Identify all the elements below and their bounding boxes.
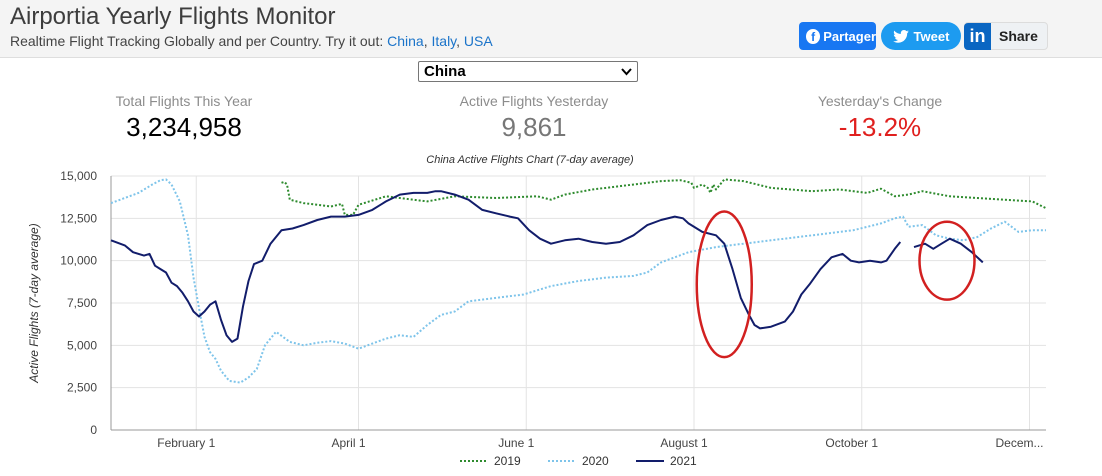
series-line-2020 — [110, 178, 1046, 384]
chart-title: China Active Flights Chart (7-day averag… — [426, 154, 634, 166]
series-line-2019 — [281, 178, 1047, 216]
header-bar: Airportia Yearly Flights Monitor Realtim… — [0, 0, 1102, 58]
x-tick-label: Decem... — [995, 436, 1043, 450]
y-tick-label: 0 — [90, 423, 97, 437]
x-tick-label: April 1 — [331, 436, 365, 450]
x-tick-label: August 1 — [660, 436, 708, 450]
chevron-down-icon — [621, 68, 632, 76]
series-line-2021 — [110, 190, 902, 343]
link-china[interactable]: China — [387, 33, 424, 49]
y-tick-label: 7,500 — [67, 296, 97, 310]
legend-label-2019: 2019 — [494, 454, 521, 468]
series-line-2021 — [913, 237, 984, 264]
x-tick-label: October 1 — [825, 436, 878, 450]
y-tick-label: 2,500 — [67, 381, 97, 395]
linkedin-icon: in — [964, 22, 991, 50]
highlight-ellipse-1 — [695, 210, 753, 359]
linkedin-share-label: Share — [999, 28, 1038, 44]
y-tick-label: 15,000 — [60, 169, 97, 183]
facebook-share-label: Partager — [823, 28, 876, 44]
stat-value-total-flights: 3,234,958 — [126, 112, 242, 142]
legend-label-2021: 2021 — [670, 454, 697, 468]
stat-label-active-yesterday: Active Flights Yesterday — [459, 93, 609, 109]
link-usa[interactable]: USA — [463, 33, 493, 49]
country-select-value: China — [424, 63, 466, 80]
stat-label-yesterday-change: Yesterday's Change — [817, 93, 943, 109]
facebook-share-button[interactable]: f Partager — [799, 22, 876, 50]
stat-value-yesterday-change: -13.2% — [838, 112, 922, 142]
tweet-label: Tweet — [913, 28, 950, 44]
x-tick-label: February 1 — [157, 436, 215, 450]
y-axis-title: Active Flights (7-day average) — [27, 223, 41, 383]
twitter-icon — [892, 29, 909, 43]
facebook-icon: f — [806, 28, 821, 44]
tweet-button[interactable]: Tweet — [881, 22, 961, 50]
subtitle-text: Realtime Flight Tracking Globally and pe… — [10, 33, 388, 49]
y-tick-label: 12,500 — [60, 211, 97, 225]
y-tick-label: 10,000 — [60, 254, 97, 268]
link-italy[interactable]: Italy — [431, 33, 457, 49]
link-separator: , — [423, 33, 432, 49]
linkedin-share-button[interactable]: in Share — [964, 22, 1048, 50]
country-select[interactable]: China — [418, 61, 638, 82]
link-separator: , — [456, 33, 464, 49]
subtitle: Realtime Flight Tracking Globally and pe… — [10, 33, 493, 49]
stat-label-total-flights: Total Flights This Year — [115, 93, 253, 109]
app-title: Airportia Yearly Flights Monitor — [10, 3, 336, 30]
x-tick-label: June 1 — [498, 436, 534, 450]
highlight-ellipse-2 — [918, 220, 976, 301]
flights-line-chart: 0 2,500 5,000 7,500 10,000 12,500 15,000 Februa… — [27, 169, 1047, 468]
stat-value-active-yesterday: 9,861 — [501, 112, 567, 142]
y-tick-label: 5,000 — [67, 338, 97, 352]
legend-label-2020: 2020 — [582, 454, 609, 468]
